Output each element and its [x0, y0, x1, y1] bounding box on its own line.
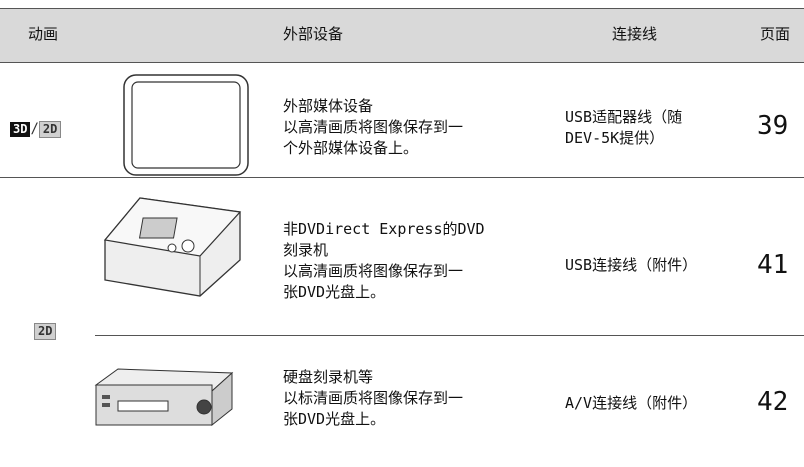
cable-description: A/V连接线（附件）: [565, 393, 697, 414]
row-divider: [95, 335, 804, 336]
text-line: 硬盘刻录机等: [283, 368, 374, 386]
text-line: USB适配器线（随: [565, 108, 683, 126]
text-line: A/V连接线（附件）: [565, 394, 698, 412]
device-image-hdd-recorder: [94, 368, 234, 427]
header-cell: 动画: [28, 25, 59, 43]
page-number: 41: [757, 250, 789, 280]
cable-description: USB适配器线（随 DEV-5K提供）: [565, 107, 682, 149]
device-image-monitor: [123, 74, 249, 176]
text-line: 刻录机: [283, 241, 329, 259]
badge-group: 3D/2D: [10, 118, 62, 138]
page-number: 39: [757, 111, 789, 141]
header-cell: 外部设备: [283, 25, 344, 43]
page-number: 42: [757, 387, 789, 417]
text-line: 以高清画质将图像保存到一: [283, 118, 464, 136]
device-description: 外部媒体设备以高清画质将图像保存到一 个外部媒体设备上。: [283, 96, 463, 159]
text-line: DEV-5K提供）: [565, 129, 665, 147]
badge-separator: /: [30, 121, 39, 137]
badge-group: 2D: [34, 320, 57, 340]
header-cell: 页面: [760, 25, 791, 43]
badge: 2D: [34, 323, 57, 340]
header-bar: [0, 8, 804, 63]
badge: 2D: [38, 121, 62, 138]
header-cell: 连接线: [612, 25, 658, 43]
row-divider: [0, 177, 804, 178]
text-line: 非DVDirect Express的DVD: [283, 220, 485, 238]
text-line: 外部媒体设备: [283, 97, 374, 115]
text-line: 以高清画质将图像保存到一: [283, 262, 464, 280]
device-image-dvd-recorder: [103, 197, 242, 297]
text-line: 张DVD光盘上。: [283, 283, 386, 301]
badge: 3D: [10, 122, 31, 137]
text-line: 以标清画质将图像保存到一: [283, 389, 464, 407]
text-line: USB连接线（附件）: [565, 256, 698, 274]
text-line: 个外部媒体设备上。: [283, 139, 419, 157]
device-description: 硬盘刻录机等以标清画质将图像保存到一 张DVD光盘上。: [283, 367, 463, 430]
cable-description: USB连接线（附件）: [565, 255, 697, 276]
row-divider: [0, 62, 804, 63]
device-description: 非DVDirect Express的DVD 刻录机以高清画质将图像保存到一 张DVD…: [283, 219, 485, 303]
text-line: 张DVD光盘上。: [283, 410, 386, 428]
